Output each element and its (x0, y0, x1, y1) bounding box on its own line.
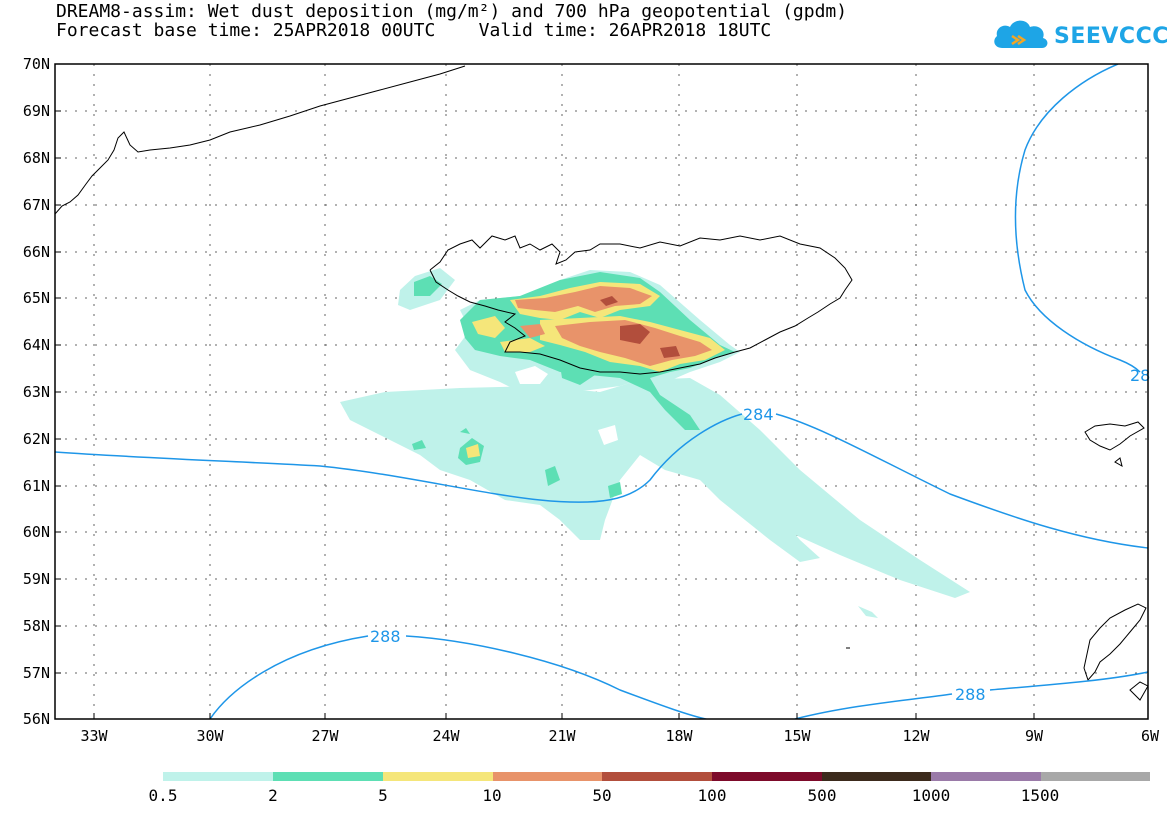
colorbar-segment (822, 772, 931, 781)
colorbar-label: 10 (482, 786, 502, 805)
colorbar-label: 2 (268, 786, 278, 805)
lat-label: 66N (23, 243, 50, 261)
lat-label: 60N (23, 523, 50, 541)
coastlines (55, 65, 1148, 701)
logo-text: SEEVCCC (1054, 24, 1169, 49)
lat-label: 59N (23, 570, 50, 588)
colorbar-segment (931, 772, 1041, 781)
lat-label: 65N (23, 289, 50, 307)
contour-label-288-a: 288 (370, 627, 401, 646)
lon-label: 24W (432, 727, 460, 745)
lat-label: 68N (23, 149, 50, 167)
grid-lines (55, 64, 1148, 719)
colorbar-segment (602, 772, 712, 781)
colorbar-segment (383, 772, 493, 781)
colorbar (163, 772, 1150, 781)
lon-label: 9W (1025, 727, 1044, 745)
contour-label-28: 28 (1130, 366, 1150, 385)
lon-label: 6W (1141, 727, 1160, 745)
colorbar-segment (493, 772, 602, 781)
longitude-labels: 33W 30W 27W 24W 21W 18W 15W 12W 9W 6W (80, 727, 1160, 745)
colorbar-segment (163, 772, 273, 781)
lat-label: 67N (23, 196, 50, 214)
dust-deposition-field (340, 268, 970, 618)
lon-label: 30W (196, 727, 224, 745)
colorbar-label: 5 (378, 786, 388, 805)
lat-label: 69N (23, 102, 50, 120)
colorbar-label: 100 (697, 786, 727, 805)
colorbar-segment (273, 772, 383, 781)
contour-labels: 284 288 288 28 (370, 366, 1150, 704)
lat-label: 62N (23, 430, 50, 448)
lon-label: 27W (311, 727, 339, 745)
lat-label: 64N (23, 336, 50, 354)
lat-label: 61N (23, 477, 50, 495)
map-frame (54, 63, 1149, 720)
lat-label: 63N (23, 383, 50, 401)
lon-label: 15W (783, 727, 811, 745)
lon-label: 21W (548, 727, 576, 745)
colorbar-label: 50 (592, 786, 612, 805)
lon-label: 12W (902, 727, 930, 745)
map-title: DREAM8-assim: Wet dust deposition (mg/m²… (56, 1, 848, 22)
contour-label-284: 284 (743, 405, 774, 424)
contour-label-288-b: 288 (955, 685, 986, 704)
lat-label: 58N (23, 617, 50, 635)
colorbar-label: 500 (807, 786, 837, 805)
colorbar-segment (712, 772, 822, 781)
lat-label: 56N (23, 710, 50, 728)
latitude-labels: 70N 69N 68N 67N 66N 65N 64N 63N 62N 61N … (23, 55, 50, 728)
colorbar-segment (1041, 772, 1150, 781)
lat-label: 57N (23, 664, 50, 682)
cloud-icon (994, 20, 1048, 48)
lat-label: 70N (23, 55, 50, 73)
colorbar-label: 1000 (911, 786, 951, 805)
seevccc-logo: SEEVCCC (990, 14, 1168, 58)
lon-label: 18W (665, 727, 693, 745)
map-subtitle: Forecast base time: 25APR2018 00UTC Vali… (56, 20, 772, 41)
tick-marks (55, 63, 1035, 720)
colorbar-label: 0.5 (148, 786, 178, 805)
lon-label: 33W (80, 727, 108, 745)
geopotential-contours (55, 64, 1148, 719)
colorbar-label: 1500 (1020, 786, 1060, 805)
